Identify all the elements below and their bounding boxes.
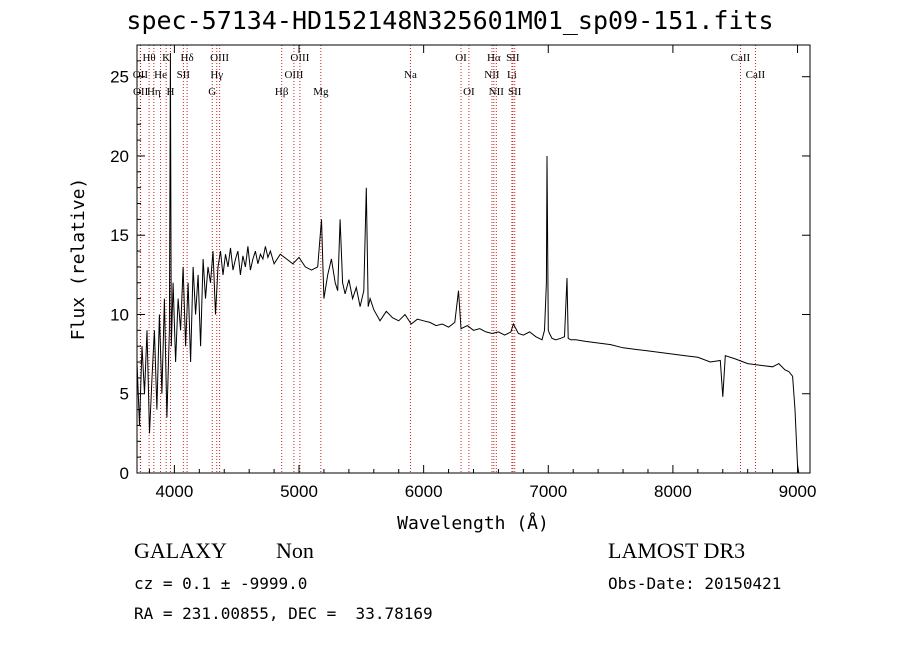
- line-marker-label: Hη: [147, 86, 161, 98]
- line-marker-label: Hβ: [275, 86, 289, 98]
- line-marker-label: SII: [177, 69, 191, 81]
- redshift-value: cz = 0.1 ± -9999.0: [134, 574, 308, 593]
- line-marker-label: SII: [506, 52, 520, 64]
- chart-title: spec-57134-HD152148N325601M01_sp09-151.f…: [126, 6, 774, 35]
- line-marker-label: Hθ: [142, 52, 155, 64]
- y-tick-label: 5: [120, 385, 129, 404]
- coordinates: RA = 231.00855, DEC = 33.78169: [134, 604, 433, 623]
- spectrum-layer: [136, 52, 800, 474]
- survey-name: LAMOST DR3: [608, 538, 746, 563]
- line-marker-label: OIII: [290, 52, 309, 64]
- object-subclass: Non: [276, 538, 314, 563]
- line-marker-label: NII: [489, 86, 505, 98]
- plot-frame: [136, 44, 811, 474]
- line-marker-label: G: [208, 86, 216, 98]
- line-marker-label: CaII: [746, 69, 766, 81]
- line-marker-label: Hα: [487, 52, 501, 64]
- line-marker-layer: OIIOIIHθHηHeKHHδSIIGHγOIIIHβOIIIOIIIMgNa…: [133, 45, 766, 473]
- line-marker-label: OI: [463, 86, 475, 98]
- y-axis-label: Flux (relative): [68, 178, 89, 341]
- line-marker-label: Hγ: [210, 69, 223, 81]
- line-marker-label: Hδ: [181, 52, 194, 64]
- y-tick-label: 20: [110, 147, 129, 166]
- y-tick-label: 0: [120, 464, 129, 483]
- obs-date: Obs-Date: 20150421: [608, 574, 782, 593]
- y-tick-label: 10: [110, 305, 129, 324]
- line-marker-label: OIII: [210, 52, 229, 64]
- line-marker-label: Na: [404, 69, 417, 81]
- line-marker-label: CaII: [731, 52, 751, 64]
- line-marker-label: NII: [484, 69, 500, 81]
- x-tick-label: 4000: [155, 482, 193, 501]
- line-marker-label: OI: [455, 52, 467, 64]
- line-marker-label: He: [154, 69, 167, 81]
- line-marker-label: OIII: [284, 69, 303, 81]
- x-axis-label: Wavelength (Å): [397, 512, 549, 534]
- line-marker-label: Mg: [313, 86, 329, 98]
- x-tick-label: 9000: [779, 482, 817, 501]
- x-tick-label: 5000: [280, 482, 318, 501]
- line-marker-label: K: [162, 52, 170, 64]
- x-tick-label: 8000: [654, 482, 692, 501]
- x-tick-label: 7000: [529, 482, 567, 501]
- y-axis: 0 5 10 15 20 25: [110, 44, 810, 483]
- line-marker-label: SII: [508, 86, 522, 98]
- x-tick-label: 6000: [405, 482, 443, 501]
- x-axis: 4000 5000 6000 7000 8000 9000: [148, 45, 817, 501]
- y-tick-label: 15: [110, 226, 129, 245]
- object-class: GALAXY: [134, 538, 227, 563]
- line-marker-label: Li: [507, 69, 517, 81]
- y-tick-label: 25: [110, 68, 129, 87]
- spectrum-line: [136, 52, 800, 474]
